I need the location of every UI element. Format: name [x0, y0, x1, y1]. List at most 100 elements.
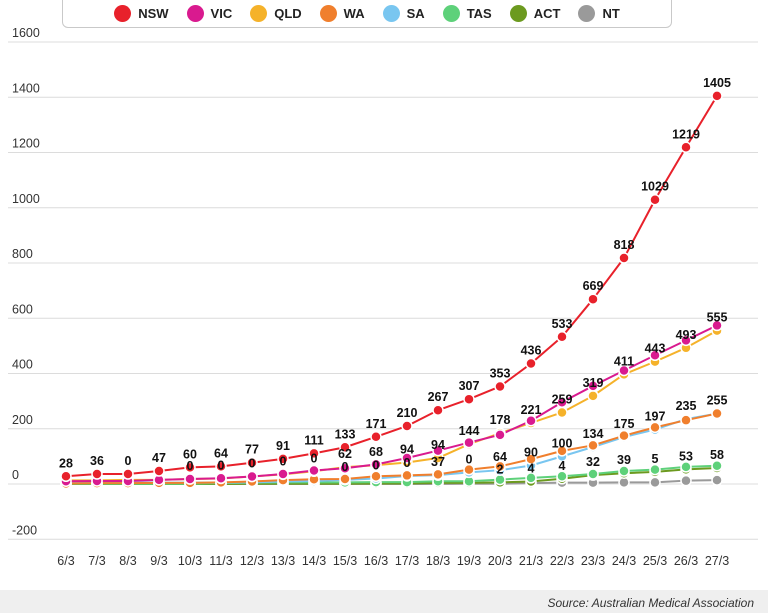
point-wa [525, 453, 537, 465]
point-nsw [587, 293, 599, 305]
legend-swatch [319, 4, 337, 22]
point-vic [184, 473, 196, 485]
source-note: Source: Australian Medical Association [547, 596, 754, 610]
data-label-nsw: 1029 [641, 180, 669, 194]
x-tick-label: 9/3 [150, 554, 167, 568]
point-wa [556, 445, 568, 457]
data-label-qld: 259 [552, 392, 573, 406]
data-label-qld: 0 [311, 451, 318, 465]
data-label-nsw: 307 [459, 379, 480, 393]
point-tas [556, 470, 568, 483]
chart-card: -200 0 200 400 600 800 1000 1200 1400 1600 6/3 7/3… [0, 0, 768, 590]
data-label-nsw: 91 [276, 439, 290, 453]
legend-swatch [442, 4, 460, 22]
point-vic [401, 452, 413, 464]
series-points [60, 90, 723, 490]
point-nsw [308, 447, 320, 460]
point-wa [587, 439, 599, 452]
legend-label: SA [406, 5, 425, 21]
data-label-sa: 0 [373, 458, 380, 472]
legend: NSW VIC QLD WA SA TAS ACT NT [62, 0, 672, 28]
data-label-qld: 555 [707, 311, 728, 325]
data-label-qld: 0 [218, 458, 225, 472]
data-label-act: 32 [586, 455, 600, 469]
point-vic [711, 319, 723, 332]
point-nsw [60, 470, 72, 483]
data-label-qld: 94 [431, 438, 445, 452]
point-qld [556, 406, 568, 419]
point-nsw [711, 90, 723, 102]
data-label-sa: 0 [404, 456, 411, 470]
y-tick-label: 600 [12, 302, 33, 316]
data-label-sa: 100 [552, 436, 573, 450]
point-nsw [246, 456, 258, 469]
data-label-nsw: 64 [214, 446, 228, 460]
x-tick-label: 8/3 [119, 554, 136, 568]
data-label-act: 2 [497, 462, 504, 476]
data-label-qld: 62 [338, 447, 352, 461]
x-tick-label: 16/3 [364, 554, 388, 568]
x-tick-label: 13/3 [271, 554, 295, 568]
x-tick-label: 11/3 [209, 554, 232, 568]
data-label-nsw: 36 [90, 454, 104, 468]
x-tick-label: 21/3 [519, 554, 543, 568]
x-tick-label: 18/3 [426, 554, 450, 568]
point-vic [680, 334, 692, 347]
data-label-nsw: 133 [335, 427, 356, 441]
data-label-nsw: 171 [366, 417, 387, 431]
data-label-act: 53 [679, 449, 693, 463]
point-tas [525, 472, 537, 484]
y-tick-label: 200 [12, 413, 33, 427]
point-nt [680, 474, 692, 487]
point-nsw [339, 441, 351, 454]
legend-item-nsw: NSW [114, 4, 169, 22]
data-label-nsw: 1219 [672, 127, 700, 141]
legend-item-act: ACT [509, 4, 560, 22]
x-tick-label: 10/3 [178, 554, 202, 568]
y-tick-label: 1600 [12, 26, 40, 40]
data-label-nsw: 1405 [703, 76, 731, 90]
data-label-nsw: 111 [304, 433, 324, 447]
data-label-qld: 178 [490, 413, 511, 427]
point-tas [587, 468, 599, 480]
data-label-sa: 197 [645, 410, 666, 424]
point-vic [649, 349, 661, 362]
x-tick-label: 27/3 [705, 554, 729, 568]
y-tick-label: 400 [12, 358, 33, 372]
point-vic [463, 436, 475, 449]
point-vic [339, 462, 351, 475]
point-nsw [277, 453, 289, 465]
legend-label: NT [602, 5, 620, 21]
legend-item-sa: SA [382, 4, 425, 22]
point-qld [587, 390, 599, 402]
data-label-qld: 0 [187, 459, 194, 473]
point-wa [711, 407, 723, 420]
point-nsw [432, 404, 444, 416]
data-label-qld: 144 [459, 424, 480, 438]
point-vic [370, 458, 382, 471]
point-nsw [525, 357, 537, 370]
legend-item-wa: WA [319, 4, 365, 22]
point-vic [432, 444, 444, 457]
point-vic [308, 464, 320, 477]
legend-label: NSW [138, 5, 169, 21]
data-label-nsw: 0 [125, 454, 132, 468]
y-axis-tick-labels: -200 0 200 400 600 800 1000 1200 1400 1600 [12, 26, 40, 537]
series-line-nsw [65, 95, 718, 478]
data-label-qld: 319 [583, 376, 604, 390]
data-label-sa: 134 [583, 427, 604, 441]
point-tas [680, 461, 692, 473]
data-label-act: 58 [710, 448, 724, 462]
legend-label: QLD [274, 5, 302, 21]
point-nsw [153, 465, 165, 477]
legend-swatch [250, 4, 268, 22]
legend-swatch [382, 4, 400, 22]
series-line-vic [65, 324, 718, 483]
point-wa [494, 460, 506, 473]
data-label-nsw: 28 [59, 456, 73, 470]
data-label-qld: 411 [614, 354, 634, 368]
point-nsw [215, 460, 227, 473]
point-nsw [649, 193, 661, 206]
data-label-sa: 175 [614, 417, 635, 431]
data-label-nsw: 77 [245, 443, 259, 457]
